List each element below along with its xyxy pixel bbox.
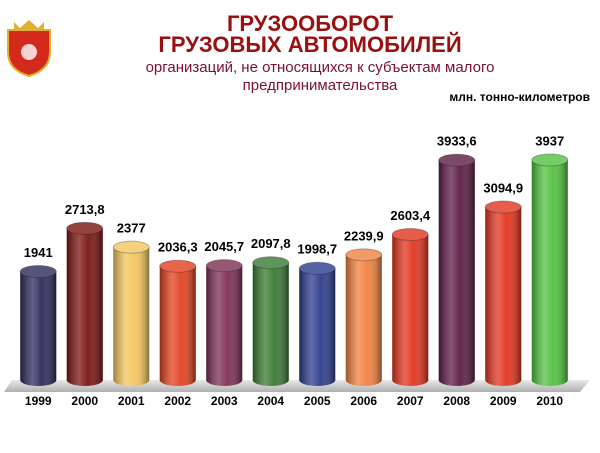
- bar-top-light: [66, 222, 103, 235]
- bar-top: [159, 259, 197, 273]
- value-label: 2603,4: [390, 208, 431, 223]
- bar-shade: [20, 271, 57, 380]
- bar-top-light: [485, 201, 522, 214]
- subtitle-line: предпринимательства: [243, 77, 398, 94]
- bar-shade: [206, 265, 243, 380]
- x-tick-label: 2006: [350, 394, 377, 408]
- value-label: 3937: [535, 133, 564, 148]
- bar-shade: [485, 207, 522, 380]
- bar-shade: [113, 247, 150, 380]
- x-tick-label: 2004: [257, 394, 284, 408]
- x-tick-label: 2007: [397, 394, 424, 408]
- bar-top: [531, 153, 569, 167]
- bar-top-light: [206, 259, 243, 272]
- bar-shade: [159, 266, 196, 380]
- bar-top-light: [299, 262, 336, 275]
- value-label: 2377: [117, 221, 146, 236]
- value-label: 2713,8: [65, 202, 105, 217]
- x-tick-label: 2003: [211, 394, 238, 408]
- value-label: 2097,8: [251, 236, 291, 251]
- bar-shade: [392, 234, 429, 380]
- bar-shade: [252, 262, 289, 380]
- x-tick-label: 2002: [164, 394, 191, 408]
- bar-top: [252, 256, 290, 270]
- x-tick-label: 2009: [490, 394, 517, 408]
- bar-shade: [66, 228, 103, 380]
- value-label: 1998,7: [297, 242, 337, 257]
- bar-top: [66, 221, 104, 235]
- bar-top-light: [20, 265, 57, 278]
- title-line: ГРУЗОВЫХ АВТОМОБИЛЕЙ: [158, 32, 461, 57]
- bar-top: [298, 261, 336, 275]
- bar-shade: [345, 254, 382, 380]
- value-label: 2239,9: [344, 228, 384, 243]
- x-tick-label: 2008: [443, 394, 470, 408]
- value-label: 2036,3: [158, 240, 198, 255]
- bar-top-light: [113, 241, 150, 254]
- bar-top-light: [438, 154, 475, 167]
- x-tick-label: 1999: [25, 394, 52, 408]
- bar-shade: [438, 160, 475, 380]
- unit-label: млн. тонно-километров: [449, 90, 590, 104]
- bar-top-light: [392, 228, 429, 241]
- bar-top-light: [531, 154, 568, 166]
- value-label: 1941: [24, 245, 53, 260]
- bar-top-light: [159, 260, 196, 273]
- bar-top: [391, 228, 429, 242]
- x-tick-label: 2001: [118, 394, 145, 408]
- x-tick-label: 2010: [536, 394, 563, 408]
- bar-top-light: [252, 256, 289, 269]
- bar-top: [345, 248, 383, 262]
- bar-top: [484, 200, 522, 214]
- bar-top: [438, 153, 476, 167]
- bar-shade: [299, 268, 336, 380]
- value-label: 3933,6: [437, 134, 477, 149]
- value-label: 3094,9: [483, 180, 523, 195]
- subtitle-line: организаций, не относящихся к субъектам …: [146, 59, 495, 76]
- bar-top: [19, 265, 57, 279]
- bar-shade: [531, 160, 568, 380]
- value-label: 2045,7: [204, 239, 244, 254]
- x-tick-label: 2000: [71, 394, 98, 408]
- emblem: [7, 20, 51, 78]
- bar-top-light: [345, 248, 382, 261]
- x-tick-label: 2005: [304, 394, 331, 408]
- bar-top: [205, 259, 243, 273]
- bar-top: [112, 240, 150, 254]
- title-line: ГРУЗООБОРОТ: [227, 11, 394, 36]
